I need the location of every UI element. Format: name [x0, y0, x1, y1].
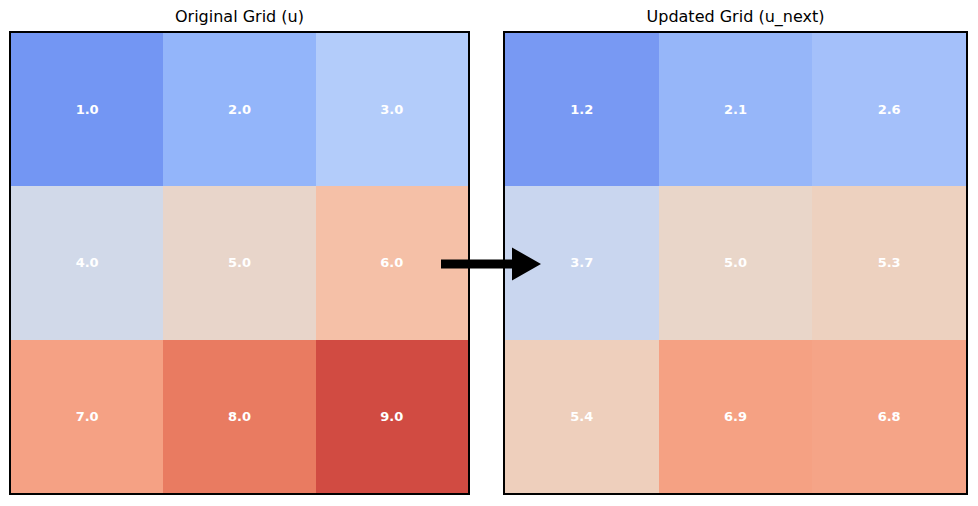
grid-cell: 8.0: [163, 340, 315, 493]
grid-cell: 4.0: [11, 186, 163, 339]
grid-cell: 2.1: [659, 33, 813, 186]
updated-grid-title: Updated Grid (u_next): [503, 6, 968, 28]
original-grid-title: Original Grid (u): [9, 6, 470, 28]
grid-cell: 1.0: [11, 33, 163, 186]
original-grid-heatmap: 1.0 2.0 3.0 4.0 5.0 6.0 7.0 8.0 9.0: [9, 31, 470, 495]
grid-cell: 9.0: [316, 340, 468, 493]
grid-cell: 6.9: [659, 340, 813, 493]
right-arrow-icon: [441, 247, 541, 281]
grid-cell: 5.0: [163, 186, 315, 339]
grid-cell: 6.8: [812, 340, 966, 493]
grid-cell: 2.0: [163, 33, 315, 186]
figure-canvas: Original Grid (u) Updated Grid (u_next) …: [0, 0, 978, 506]
grid-cell: 2.6: [812, 33, 966, 186]
grid-cell: 5.4: [505, 340, 659, 493]
right-arrow-shape: [441, 248, 541, 281]
grid-cell: 5.0: [659, 186, 813, 339]
grid-cell: 1.2: [505, 33, 659, 186]
grid-cell: 7.0: [11, 340, 163, 493]
updated-grid-heatmap: 1.2 2.1 2.6 3.7 5.0 5.3 5.4 6.9 6.8: [503, 31, 968, 495]
grid-cell: 5.3: [812, 186, 966, 339]
grid-cell: 3.0: [316, 33, 468, 186]
